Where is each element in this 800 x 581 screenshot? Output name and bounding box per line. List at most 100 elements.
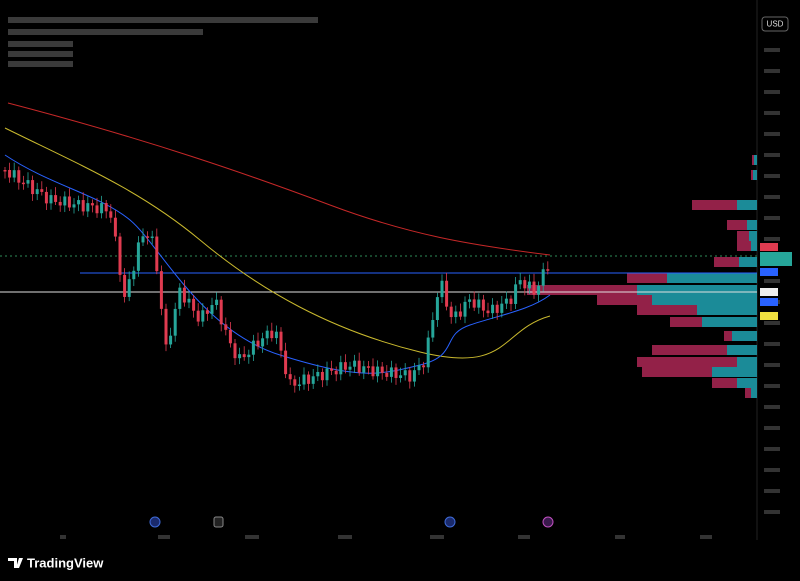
time-tick [338, 535, 352, 539]
profile-down [527, 285, 637, 295]
candle-body [150, 236, 154, 239]
price-tick [764, 90, 780, 94]
candle-body [403, 370, 407, 376]
price-tick [764, 111, 780, 115]
candle-body [159, 271, 163, 309]
price-tick [764, 174, 780, 178]
volume-profile [527, 155, 757, 398]
candle-body [141, 236, 145, 243]
plot-background [0, 0, 800, 540]
profile-down [637, 305, 697, 315]
legend-line [8, 29, 203, 35]
profile-down [652, 345, 727, 355]
price-tag [760, 312, 778, 320]
candle-body [366, 366, 370, 368]
candle-body [35, 189, 39, 195]
event-icon[interactable] [542, 516, 554, 528]
candle-body [205, 310, 209, 314]
candle-body [123, 274, 127, 297]
candle-body [187, 298, 191, 303]
price-tick [764, 426, 780, 430]
candles [3, 162, 550, 393]
event-icon[interactable] [213, 516, 224, 528]
profile-down [751, 170, 753, 180]
candle-body [270, 330, 274, 339]
candle-body [274, 331, 278, 339]
ma-200 [7, 102, 551, 256]
time-tick [700, 535, 712, 539]
candle-body [40, 189, 44, 192]
candle-body [238, 354, 242, 359]
price-tick [764, 384, 780, 388]
candle-body [546, 269, 550, 271]
candle-body [316, 371, 320, 377]
event-icon[interactable] [149, 516, 161, 528]
event-icon[interactable] [444, 516, 456, 528]
profile-down [692, 200, 737, 210]
brand-logo [8, 558, 23, 568]
profile-up [737, 378, 757, 388]
profile-down [724, 331, 732, 341]
candle-body [215, 299, 219, 306]
candle-body [311, 376, 315, 384]
time-axis [60, 535, 712, 539]
candle-body [210, 305, 214, 314]
candle-body [77, 200, 81, 205]
candle-body [307, 374, 311, 384]
candle-body [109, 211, 113, 218]
candle-body [486, 310, 490, 314]
candle-body [12, 170, 16, 178]
price-tag [760, 243, 778, 251]
profile-up [754, 155, 757, 165]
candle-body [385, 372, 389, 377]
candle-body [104, 203, 108, 212]
candle-body [90, 203, 94, 206]
candle-body [284, 350, 288, 375]
profile-up [739, 257, 757, 267]
profile-up [737, 200, 757, 210]
candle-body [449, 306, 453, 318]
candle-body [219, 299, 223, 325]
candle-body [422, 365, 426, 368]
candle-body [491, 304, 495, 314]
price-tick [764, 510, 780, 514]
candle-body [95, 205, 99, 214]
candle-body [426, 337, 430, 368]
profile-up [667, 273, 757, 283]
profile-down [597, 295, 652, 305]
price-tick [764, 237, 780, 241]
candle-body [357, 360, 361, 373]
profile-down [670, 317, 702, 327]
candle-body [261, 338, 265, 347]
candle-body [481, 299, 485, 311]
price-tick [764, 279, 780, 283]
profile-up [753, 170, 757, 180]
profile-up [712, 367, 757, 377]
candle-body [431, 320, 435, 338]
candle-body [192, 298, 196, 311]
candle-body [127, 279, 131, 297]
candle-body [435, 297, 439, 321]
candle-body [288, 374, 292, 380]
time-tick [60, 535, 66, 539]
candle-body [228, 329, 232, 344]
candle-body [256, 340, 260, 347]
price-tick [764, 405, 780, 409]
candle-body [8, 170, 12, 178]
candle-body [118, 236, 122, 275]
price-tick [764, 489, 780, 493]
candle-body [182, 287, 186, 303]
time-tick [430, 535, 444, 539]
candle-body [320, 371, 324, 381]
candle-body [537, 285, 541, 295]
price-tick [764, 153, 780, 157]
candle-body [146, 236, 150, 238]
candle-body [339, 362, 343, 375]
candle-body [523, 280, 527, 289]
price-tick [764, 447, 780, 451]
currency-button[interactable] [761, 16, 789, 32]
candle-body [518, 280, 522, 285]
price-tick [764, 48, 780, 52]
candle-body [247, 354, 251, 358]
candle-body [54, 195, 58, 202]
